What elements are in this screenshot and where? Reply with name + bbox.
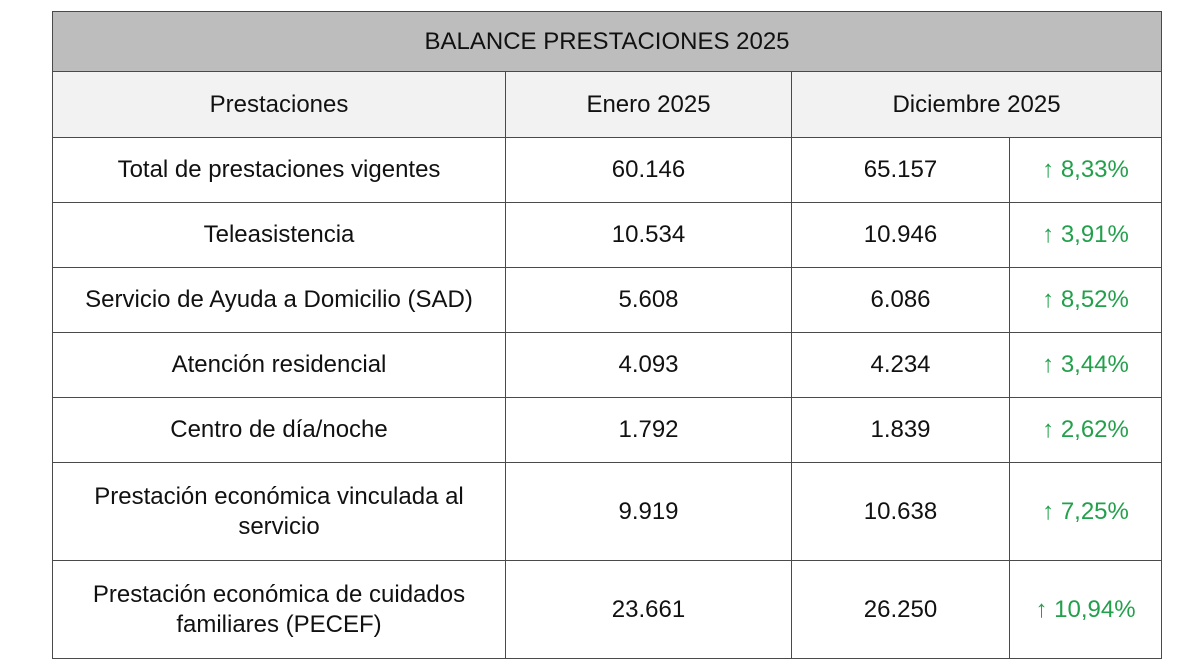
row-enero-value: 9.919 <box>505 462 792 561</box>
row-change-value: 8,33% <box>1060 156 1129 183</box>
table-row: Atención residencial 4.093 4.234 ↑ 3,44% <box>52 332 1163 398</box>
table-row: Centro de día/noche 1.792 1.839 ↑ 2,62% <box>52 397 1163 463</box>
up-arrow-icon: ↑ <box>1042 156 1055 183</box>
row-enero-value: 5.608 <box>505 267 792 333</box>
row-diciembre-value: 4.234 <box>791 332 1010 398</box>
row-change: ↑ 7,25% <box>1008 462 1163 561</box>
row-change-value: 3,91% <box>1060 221 1129 248</box>
row-change: ↑ 3,91% <box>1008 202 1163 268</box>
title-row: BALANCE PRESTACIONES 2025 <box>51 11 1163 72</box>
row-label: Total de prestaciones vigentes <box>52 137 506 203</box>
header-row: Prestaciones Enero 2025 Diciembre 2025 <box>52 71 1163 138</box>
table-row: Servicio de Ayuda a Domicilio (SAD) 5.60… <box>52 267 1163 333</box>
row-change-value: 10,94% <box>1054 595 1136 623</box>
table-row: Prestación económica vinculada al servic… <box>52 462 1163 561</box>
header-diciembre: Diciembre 2025 <box>790 71 1163 138</box>
balance-table: BALANCE PRESTACIONES 2025 Prestaciones E… <box>51 11 1163 659</box>
up-arrow-icon: ↑ <box>1042 221 1055 248</box>
row-change: ↑ 10,94% <box>1008 560 1163 659</box>
row-diciembre-value: 10.946 <box>791 202 1010 268</box>
row-label: Servicio de Ayuda a Domicilio (SAD) <box>52 267 506 333</box>
row-enero-value: 23.661 <box>505 560 792 659</box>
up-arrow-icon: ↑ <box>1035 595 1048 623</box>
header-enero: Enero 2025 <box>505 71 792 138</box>
table-row: Total de prestaciones vigentes 60.146 65… <box>52 137 1163 203</box>
row-enero-value: 4.093 <box>505 332 792 398</box>
row-enero-value: 10.534 <box>505 202 792 268</box>
row-label: Prestación económica vinculada al servic… <box>52 462 506 561</box>
up-arrow-icon: ↑ <box>1042 416 1055 443</box>
row-diciembre-value: 65.157 <box>791 137 1010 203</box>
row-change-value: 3,44% <box>1060 351 1129 378</box>
row-change-value: 7,25% <box>1060 497 1129 525</box>
table-row: Prestación económica de cuidados familia… <box>52 560 1163 659</box>
row-change-value: 8,52% <box>1060 286 1129 313</box>
up-arrow-icon: ↑ <box>1042 351 1055 378</box>
header-prestaciones: Prestaciones <box>52 71 506 138</box>
row-diciembre-value: 10.638 <box>791 462 1010 561</box>
row-label: Atención residencial <box>52 332 506 398</box>
row-diciembre-value: 6.086 <box>791 267 1010 333</box>
table-title: BALANCE PRESTACIONES 2025 <box>51 11 1163 72</box>
table-row: Teleasistencia 10.534 10.946 ↑ 3,91% <box>52 202 1163 268</box>
row-change: ↑ 3,44% <box>1008 332 1163 398</box>
row-label: Teleasistencia <box>52 202 506 268</box>
row-change: ↑ 8,33% <box>1008 137 1163 203</box>
row-label: Centro de día/noche <box>52 397 506 463</box>
row-diciembre-value: 1.839 <box>791 397 1010 463</box>
row-change-value: 2,62% <box>1060 416 1129 443</box>
up-arrow-icon: ↑ <box>1042 286 1055 313</box>
row-diciembre-value: 26.250 <box>791 560 1010 659</box>
row-change: ↑ 8,52% <box>1008 267 1163 333</box>
row-enero-value: 60.146 <box>505 137 792 203</box>
up-arrow-icon: ↑ <box>1042 497 1055 525</box>
row-change: ↑ 2,62% <box>1008 397 1163 463</box>
row-enero-value: 1.792 <box>505 397 792 463</box>
row-label: Prestación económica de cuidados familia… <box>52 560 506 659</box>
